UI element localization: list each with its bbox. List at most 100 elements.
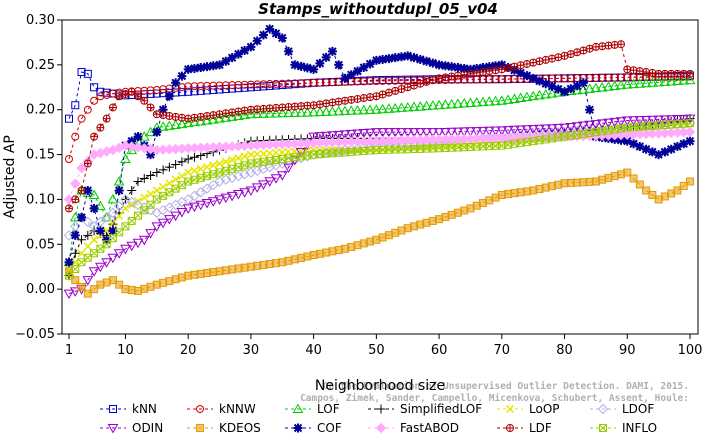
- data-point: [189, 202, 200, 213]
- data-point: [113, 200, 125, 212]
- data-point: [208, 179, 219, 191]
- data-point: [201, 199, 213, 209]
- data-point: [221, 157, 230, 166]
- series-ldf: [65, 40, 695, 213]
- data-point: [83, 159, 92, 168]
- data-point: [233, 190, 244, 200]
- data-point: [629, 174, 638, 183]
- data-point: [271, 28, 281, 38]
- x-axis-label: Neighborhood size: [315, 378, 445, 394]
- data-point: [621, 79, 633, 89]
- x-tick-label: 20: [180, 343, 197, 358]
- legend-label: SimplifiedLOF: [400, 402, 482, 416]
- data-point: [164, 91, 174, 101]
- data-point: [140, 96, 149, 105]
- data-point: [659, 76, 671, 86]
- data-point: [120, 140, 131, 151]
- data-point: [270, 107, 282, 118]
- data-point: [515, 92, 526, 103]
- data-point: [560, 87, 570, 97]
- data-point: [377, 128, 388, 138]
- data-point: [309, 78, 318, 87]
- data-point: [408, 128, 420, 138]
- data-point: [292, 403, 304, 413]
- series-layer: [63, 24, 696, 300]
- data-point: [215, 159, 224, 168]
- data-point: [133, 132, 143, 142]
- data-point: [77, 235, 87, 245]
- data-point: [245, 108, 257, 119]
- data-point: [196, 86, 205, 95]
- data-point: [71, 264, 80, 273]
- data-point: [433, 128, 445, 138]
- data-point: [220, 193, 232, 204]
- data-point: [603, 118, 614, 129]
- y-axis-label: Adjusted AP: [2, 135, 18, 219]
- data-point: [196, 405, 204, 413]
- data-point: [634, 116, 646, 126]
- legend-item-knnw: kNNW: [187, 402, 256, 416]
- data-point: [597, 403, 609, 415]
- data-point: [83, 105, 92, 114]
- data-point: [510, 75, 519, 84]
- x-tick-label: 1: [65, 343, 73, 358]
- data-point: [666, 144, 676, 154]
- data-point: [176, 118, 188, 129]
- data-point: [302, 107, 313, 117]
- data-point: [440, 61, 450, 71]
- data-point: [189, 63, 199, 73]
- data-point: [90, 83, 99, 92]
- data-point: [276, 171, 288, 181]
- data-point: [102, 226, 111, 235]
- data-point: [146, 86, 155, 95]
- data-point: [226, 111, 238, 121]
- data-point: [516, 61, 525, 70]
- data-point: [572, 81, 582, 91]
- data-point: [515, 125, 526, 136]
- data-point: [628, 116, 639, 126]
- data-point: [359, 77, 368, 86]
- data-point: [617, 40, 626, 49]
- data-point: [102, 114, 111, 123]
- legend-label: LDOF: [622, 402, 654, 416]
- data-point: [534, 89, 545, 100]
- data-point: [440, 99, 451, 109]
- series-odin: [63, 114, 696, 300]
- data-point: [264, 177, 276, 187]
- data-point: [157, 204, 169, 216]
- data-point: [315, 78, 324, 87]
- x-tick-label: 60: [431, 343, 448, 358]
- data-point: [221, 56, 231, 66]
- data-point: [295, 107, 307, 117]
- data-point: [65, 155, 73, 164]
- legend-item-simplifiedlof: SimplifiedLOF: [368, 402, 482, 416]
- data-point: [195, 200, 207, 211]
- data-point: [220, 112, 232, 122]
- y-tick-label: 0.25: [26, 58, 55, 73]
- x-tick-label: 90: [619, 343, 636, 358]
- data-point: [245, 186, 257, 196]
- data-point: [95, 226, 105, 236]
- data-point: [264, 108, 276, 118]
- series-line: [68, 28, 691, 263]
- data-point: [647, 115, 658, 126]
- data-point: [378, 76, 387, 85]
- data-point: [113, 175, 125, 186]
- data-point: [182, 204, 194, 214]
- data-point: [265, 80, 274, 89]
- x-axis: 1 10 20 30 40 50 60 70 80 90 100: [65, 334, 702, 358]
- data-point: [71, 276, 80, 285]
- data-point: [547, 81, 557, 91]
- data-point: [258, 30, 268, 40]
- data-point: [190, 82, 199, 91]
- data-point: [465, 97, 476, 107]
- data-point: [139, 143, 150, 154]
- data-point: [228, 81, 237, 90]
- data-point: [521, 125, 533, 135]
- data-point: [546, 124, 558, 134]
- data-point: [90, 132, 99, 141]
- data-point: [490, 126, 501, 137]
- data-point: [679, 181, 688, 190]
- data-point: [390, 53, 400, 63]
- data-point: [345, 105, 357, 115]
